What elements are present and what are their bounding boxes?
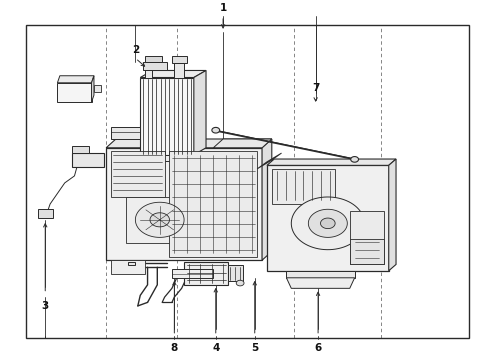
Polygon shape	[262, 139, 272, 260]
Polygon shape	[145, 71, 152, 77]
Text: 8: 8	[171, 343, 178, 353]
Polygon shape	[174, 63, 184, 77]
Polygon shape	[184, 262, 228, 285]
Text: 3: 3	[42, 301, 49, 311]
Polygon shape	[145, 57, 162, 62]
Polygon shape	[94, 85, 101, 92]
Polygon shape	[140, 71, 206, 77]
Polygon shape	[320, 218, 335, 229]
Polygon shape	[72, 146, 89, 153]
Polygon shape	[128, 262, 135, 265]
Polygon shape	[57, 83, 92, 102]
Polygon shape	[135, 202, 184, 237]
Polygon shape	[212, 127, 220, 133]
Polygon shape	[150, 213, 170, 227]
Polygon shape	[228, 265, 243, 281]
Polygon shape	[267, 159, 396, 165]
Polygon shape	[111, 151, 165, 197]
Polygon shape	[72, 153, 104, 167]
Polygon shape	[213, 139, 272, 148]
Text: 7: 7	[312, 83, 319, 93]
Polygon shape	[292, 197, 365, 250]
Polygon shape	[143, 62, 167, 71]
Polygon shape	[267, 165, 389, 271]
Polygon shape	[92, 76, 94, 102]
Polygon shape	[38, 209, 52, 218]
Polygon shape	[389, 159, 396, 271]
Polygon shape	[287, 278, 355, 288]
Polygon shape	[125, 197, 194, 243]
Text: 4: 4	[212, 343, 220, 353]
Polygon shape	[236, 280, 244, 286]
Polygon shape	[272, 169, 335, 204]
Text: 5: 5	[251, 343, 258, 353]
Polygon shape	[287, 271, 355, 278]
Polygon shape	[57, 76, 94, 83]
Polygon shape	[106, 148, 262, 260]
Polygon shape	[308, 209, 347, 237]
Polygon shape	[350, 211, 384, 264]
Polygon shape	[172, 57, 187, 63]
Polygon shape	[138, 155, 206, 161]
Polygon shape	[111, 127, 140, 139]
Text: 2: 2	[132, 45, 139, 55]
Polygon shape	[170, 151, 257, 257]
Bar	[26, 25, 469, 338]
Polygon shape	[106, 139, 272, 148]
Text: 1: 1	[220, 3, 227, 13]
Polygon shape	[140, 77, 194, 155]
Polygon shape	[111, 260, 145, 274]
Polygon shape	[194, 71, 206, 155]
Polygon shape	[350, 239, 384, 264]
Text: 6: 6	[315, 343, 322, 353]
Polygon shape	[257, 153, 282, 169]
Polygon shape	[172, 269, 213, 278]
Polygon shape	[351, 157, 359, 162]
